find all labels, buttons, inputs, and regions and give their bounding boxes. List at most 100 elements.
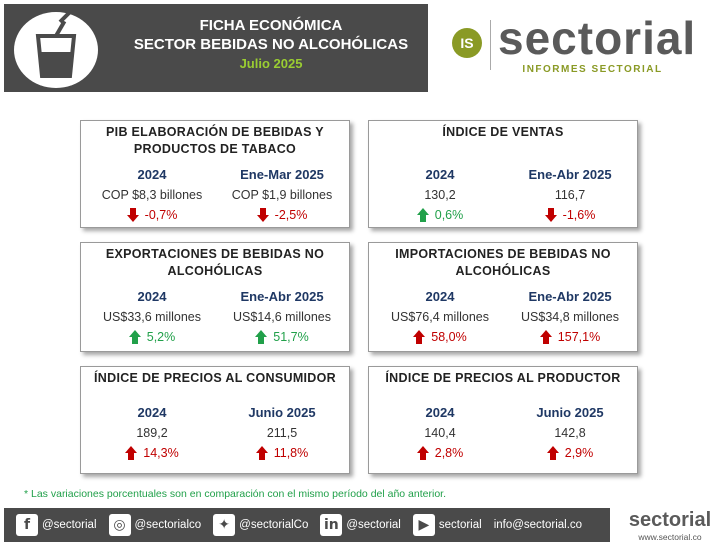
card-title-line2: PRODUCTOS DE TABACO (133, 142, 297, 156)
period-label: Junio 2025 (536, 405, 604, 420)
footer-brand: sectorial www.sectorial.co (620, 508, 720, 542)
footnote: * Las variaciones porcentuales son en co… (24, 488, 446, 500)
arrow-down-icon (544, 208, 557, 222)
card-left-column: 2024 140,4 2,8% (375, 405, 505, 465)
logo-badge: IS (452, 28, 482, 58)
variation: 5,2% (128, 330, 176, 344)
card-left-column: 2024 US$76,4 millones 58,0% (375, 289, 505, 349)
card-ipc: ÍNDICE DE PRECIOS AL CONSUMIDOR 2024 189… (80, 366, 350, 474)
variation-label: 58,0% (431, 330, 467, 344)
value-label: US$33,6 millones (103, 310, 201, 324)
instagram-link[interactable]: ◎ @sectorialco (108, 514, 202, 536)
period-label: Junio 2025 (248, 405, 316, 420)
value-label: 142,8 (554, 426, 586, 440)
value-label: 116,7 (554, 188, 586, 202)
period-label: 2024 (137, 405, 167, 420)
instagram-icon: ◎ (108, 514, 131, 536)
youtube-icon: ▶ (412, 514, 435, 536)
card-exportaciones: EXPORTACIONES DE BEBIDAS NO ALCOHÓLICAS … (80, 242, 350, 352)
variation: 51,7% (255, 330, 309, 344)
logo-subtitle: INFORMES SECTORIAL (522, 64, 663, 75)
value-label: 140,4 (424, 426, 456, 440)
arrow-up-icon (125, 446, 138, 460)
period-label: 2024 (137, 289, 167, 304)
instagram-handle: @sectorialco (134, 519, 202, 531)
youtube-link[interactable]: ▶ sectorial (412, 514, 482, 536)
linkedin-link[interactable]: in @sectorial (320, 514, 401, 536)
footer-bar: f @sectorial ◎ @sectorialco ✦ @sectorial… (4, 508, 610, 542)
card-left-column: 2024 130,2 0,6% (375, 167, 505, 227)
variation: 11,8% (255, 446, 309, 460)
twitter-link[interactable]: ✦ @sectorialCo (213, 514, 308, 536)
period-label: Ene-Abr 2025 (528, 289, 612, 304)
facebook-handle: @sectorial (42, 519, 97, 531)
card-title: PIB ELABORACIÓN DE BEBIDAS Y (106, 125, 324, 139)
card-left-column: 2024 US$33,6 millones 5,2% (87, 289, 217, 349)
variation: 157,1% (539, 330, 601, 344)
period-label: 2024 (425, 167, 455, 182)
card-left-column: 2024 189,2 14,3% (87, 405, 217, 465)
card-title-line2: ALCOHÓLICAS (167, 264, 263, 278)
variation-label: 5,2% (146, 330, 176, 344)
variation: 2,9% (546, 446, 593, 460)
card-pib: PIB ELABORACIÓN DE BEBIDAS Y PRODUCTOS D… (80, 120, 350, 228)
arrow-up-icon (413, 330, 426, 344)
logo-divider (490, 20, 491, 70)
card-importaciones: IMPORTACIONES DE BEBIDAS NO ALCOHÓLICAS … (368, 242, 638, 352)
email-address: info@sectorial.co (493, 519, 583, 531)
youtube-handle: sectorial (438, 519, 482, 531)
variation-label: 11,8% (273, 446, 309, 460)
card-right-column: Junio 2025 211,5 11,8% (217, 405, 347, 465)
arrow-up-icon (539, 330, 552, 344)
footer-brand-url[interactable]: www.sectorial.co (638, 532, 702, 542)
facebook-icon: f (16, 514, 38, 536)
drink-cup-icon (14, 12, 98, 88)
card-title: ÍNDICE DE VENTAS (442, 125, 564, 139)
value-label: 189,2 (136, 426, 168, 440)
value-label: 211,5 (266, 426, 298, 440)
variation: 58,0% (413, 330, 467, 344)
value-label: 130,2 (424, 188, 456, 202)
variation: -2,5% (256, 208, 308, 222)
period-label: 2024 (425, 289, 455, 304)
card-title: ÍNDICE DE PRECIOS AL CONSUMIDOR (94, 371, 336, 385)
variation: 0,6% (416, 208, 464, 222)
variation: -1,6% (544, 208, 595, 222)
variation-label: 0,6% (434, 208, 464, 222)
header-subtitle: SECTOR BEBIDAS NO ALCOHÓLICAS (133, 36, 409, 53)
variation-label: -2,5% (274, 208, 308, 222)
card-title: EXPORTACIONES DE BEBIDAS NO (105, 247, 325, 261)
period-label: 2024 (137, 167, 167, 182)
arrow-down-icon (126, 208, 139, 222)
period-label: Ene-Mar 2025 (240, 167, 324, 182)
card-right-column: Junio 2025 142,8 2,9% (505, 405, 635, 465)
period-label: Ene-Abr 2025 (240, 289, 324, 304)
email-link[interactable]: info@sectorial.co (494, 519, 582, 531)
card-left-column: 2024 COP $8,3 billones -0,7% (87, 167, 217, 227)
arrow-up-icon (128, 330, 141, 344)
facebook-link[interactable]: f @sectorial (16, 514, 97, 536)
header-title: FICHA ECONÓMICA (199, 17, 343, 34)
value-label: COP $1,9 billones (231, 188, 333, 202)
variation-label: 51,7% (273, 330, 309, 344)
footer-brand-word: sectorial (628, 509, 712, 531)
arrow-up-icon (546, 446, 559, 460)
header-banner: FICHA ECONÓMICA SECTOR BEBIDAS NO ALCOHÓ… (4, 4, 428, 92)
period-label: 2024 (425, 405, 455, 420)
card-right-column: Ene-Abr 2025 116,7 -1,6% (505, 167, 635, 227)
variation-label: -0,7% (144, 208, 178, 222)
header-date: Julio 2025 (239, 56, 303, 71)
arrow-up-icon (416, 208, 429, 222)
linkedin-handle: @sectorial (346, 519, 401, 531)
card-title: IMPORTACIONES DE BEBIDAS NO (395, 247, 611, 261)
arrow-up-icon (416, 446, 429, 460)
variation-label: 157,1% (557, 330, 601, 344)
variation: 2,8% (416, 446, 464, 460)
value-label: US$14,6 millones (233, 310, 331, 324)
card-title: ÍNDICE DE PRECIOS AL PRODUCTOR (385, 371, 621, 385)
variation-label: 2,8% (434, 446, 464, 460)
twitter-icon: ✦ (213, 514, 236, 536)
arrow-up-icon (255, 446, 268, 460)
value-label: COP $8,3 billones (101, 188, 203, 202)
arrow-up-icon (255, 330, 268, 344)
